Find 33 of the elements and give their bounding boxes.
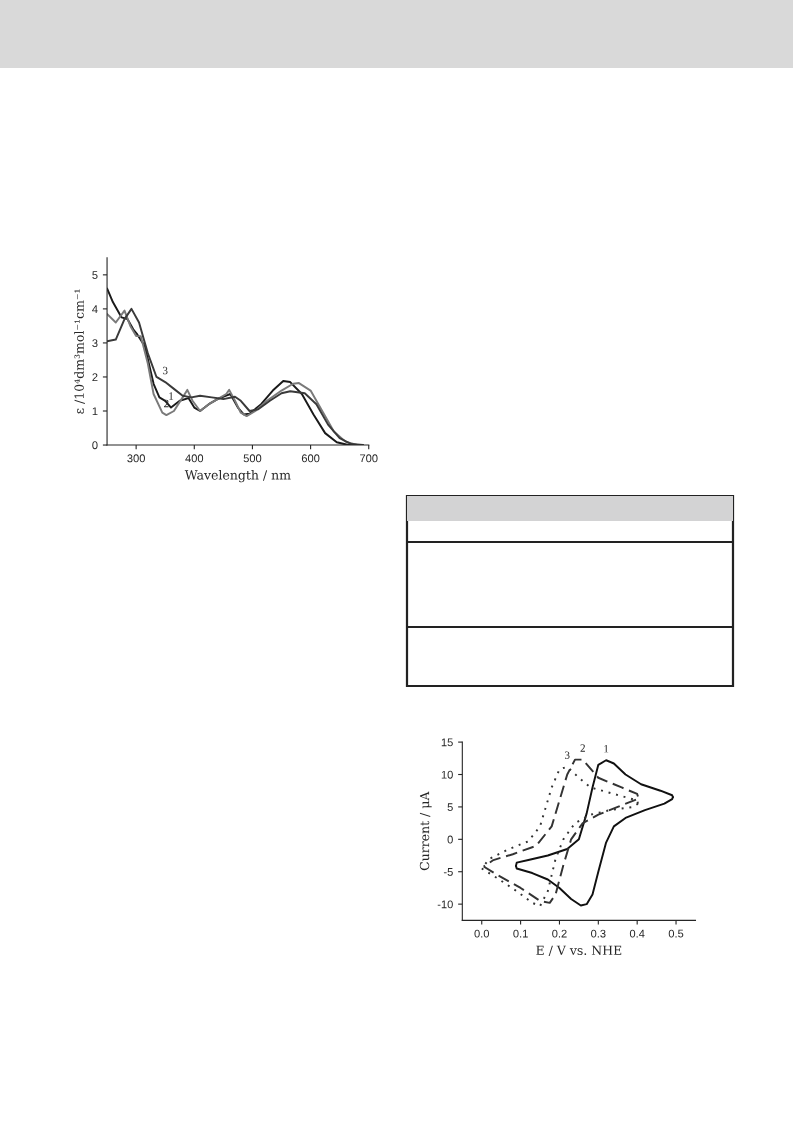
annotation: 1 xyxy=(604,744,609,753)
y-tick-label: -5 xyxy=(443,868,453,876)
x-tick-label: 0.3 xyxy=(591,929,606,938)
y-tick-label: 0 xyxy=(92,441,98,450)
y-tick-label: 0 xyxy=(447,835,453,844)
x-tick-label: 700 xyxy=(360,454,378,463)
y-tick-label: 4 xyxy=(92,305,98,313)
x-tick-label: 0.2 xyxy=(552,929,567,938)
x-tick-label: 0.1 xyxy=(513,929,528,938)
x-tick-label: 0.0 xyxy=(474,929,490,938)
y-tick-label: 5 xyxy=(92,271,98,279)
annotation: 3 xyxy=(564,751,570,759)
annotation: 1 xyxy=(169,392,174,400)
x-tick-label: 500 xyxy=(243,454,262,463)
y-tick-label: 3 xyxy=(92,339,98,348)
y-tick-label: 5 xyxy=(447,803,453,812)
annotation: 3 xyxy=(162,366,168,375)
y-tick-label: -10 xyxy=(437,900,453,909)
x-tick-label: 600 xyxy=(301,454,320,463)
annotation: 2 xyxy=(580,744,585,752)
y-axis-title: Current / μA xyxy=(419,791,432,871)
y-tick-label: 10 xyxy=(441,770,453,779)
y-tick-label: 2 xyxy=(92,373,98,381)
y-tick-label: 15 xyxy=(441,738,453,747)
x-axis-title: E / V vs. NHE xyxy=(536,945,622,956)
y-tick-label: 1 xyxy=(92,407,98,416)
x-tick-label: 300 xyxy=(127,454,145,463)
y-axis-title: ε /10⁴dm³mol⁻¹cm⁻¹ xyxy=(74,289,85,414)
x-axis-title: Wavelength / nm xyxy=(184,469,291,483)
annotation: 2 xyxy=(164,399,169,408)
x-tick-label: 400 xyxy=(185,454,204,463)
x-tick-label: 0.4 xyxy=(629,929,645,938)
x-tick-label: 0.5 xyxy=(668,929,684,938)
